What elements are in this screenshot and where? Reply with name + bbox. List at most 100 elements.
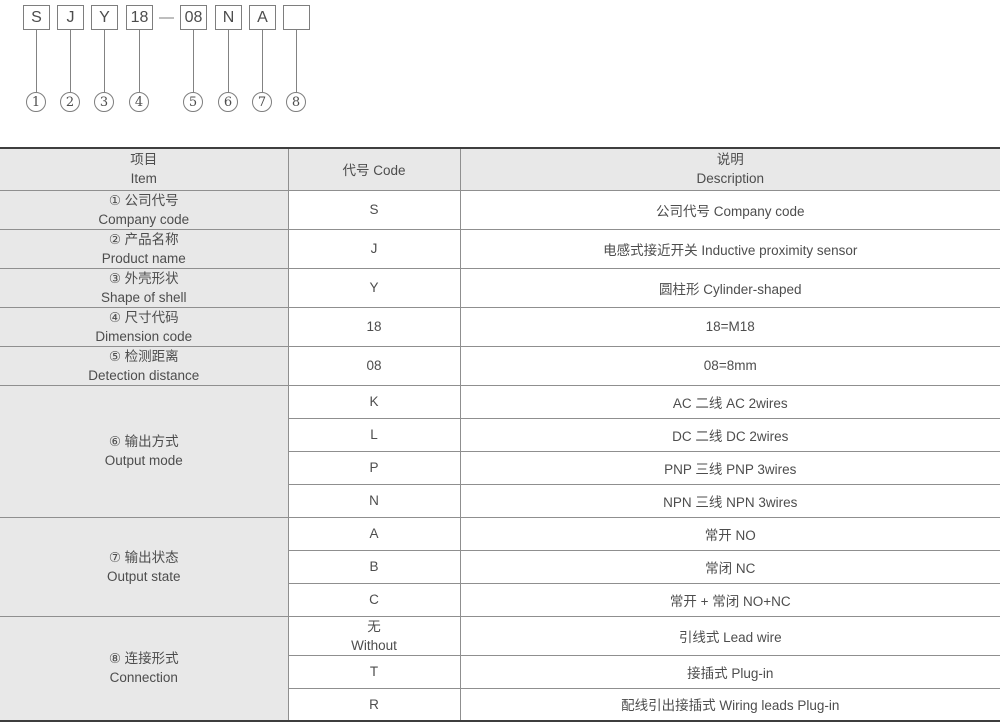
col-header-desc-en: Description: [696, 171, 765, 187]
item-cell-detection-distance: ⑤ 检测距离 Detection distance: [0, 345, 289, 386]
item-cell-company-code: ① 公司代号 Company code: [0, 189, 289, 230]
code-box-dimension: 18: [126, 5, 153, 30]
desc-cell: 常闭 NC: [459, 549, 1000, 584]
desc-cell: 接插式 Plug-in: [459, 654, 1000, 689]
code-box-output-mode: N: [215, 5, 242, 30]
table-row: ② 产品名称 Product name J 电感式接近开关 Inductive …: [0, 228, 1000, 269]
code-cell: R: [287, 687, 461, 722]
code-cell: J: [287, 228, 461, 269]
item-zh: ② 产品名称: [108, 231, 179, 247]
item-zh: ⑧ 连接形式: [108, 651, 179, 667]
code-cell: T: [287, 654, 461, 689]
item-cell-output-state: ⑦ 输出状态 Output state: [0, 516, 289, 617]
code-cell: 18: [287, 306, 461, 347]
desc-cell: 08=8mm: [459, 345, 1000, 386]
table-row: B 常闭 NC: [0, 549, 1000, 584]
code-cell: Y: [287, 267, 461, 308]
ref-line-5: [193, 30, 194, 92]
code-box-shape: Y: [91, 5, 118, 30]
desc-cell: 公司代号 Company code: [459, 189, 1000, 230]
code-cell: 08: [287, 345, 461, 386]
table-row: ⑤ 检测距离 Detection distance 08 08=8mm: [0, 345, 1000, 386]
ref-marker-3: 3: [94, 92, 114, 112]
item-en: Connection: [109, 670, 178, 686]
col-header-item-en: Item: [130, 171, 157, 187]
item-cell-shape-of-shell: ③ 外壳形状 Shape of shell: [0, 267, 289, 308]
item-en: Detection distance: [88, 367, 200, 383]
ref-line-8: [296, 30, 297, 92]
desc-cell: 常开 NO: [459, 516, 1000, 551]
item-zh: ① 公司代号: [108, 192, 179, 208]
table-row: N NPN 三线 NPN 3wires: [0, 483, 1000, 518]
item-en: Output mode: [104, 453, 183, 468]
code-cell: L: [287, 417, 461, 452]
ordering-code-table: 项目 Item 代号 Code 说明 Description ① 公司代号 Co…: [0, 147, 1000, 722]
table-row: ⑥ 输出方式 Output mode K AC 二线 AC 2wires: [0, 384, 1000, 518]
code-cell: P: [287, 450, 461, 485]
item-zh: ⑥ 输出方式: [108, 434, 179, 449]
item-en: Output state: [106, 568, 181, 584]
col-header-item-zh: 项目: [130, 152, 158, 168]
table-row: C 常开 + 常闭 NO+NC: [0, 582, 1000, 617]
desc-cell: 18=M18: [459, 306, 1000, 347]
ref-line-1: [36, 30, 37, 92]
code-cell: S: [287, 189, 461, 230]
code-cell: C: [287, 582, 461, 617]
table-row: R 配线引出接插式 Wiring leads Plug-in: [0, 687, 1000, 722]
model-code-diagram: S J Y 18 — 08 N A 1 2 3 4 5 6 7 8: [0, 0, 1000, 147]
desc-cell: 引线式 Lead wire: [459, 615, 1000, 656]
item-cell-product-name: ② 产品名称 Product name: [0, 228, 289, 269]
item-zh: ③ 外壳形状: [108, 270, 179, 286]
ref-marker-8: 8: [286, 92, 306, 112]
code-cell: N: [287, 483, 461, 518]
col-header-item: 项目 Item: [0, 147, 289, 191]
code-cell-without: 无 Without: [287, 615, 461, 656]
code-cell: K: [287, 384, 461, 419]
desc-cell: 配线引出接插式 Wiring leads Plug-in: [459, 687, 1000, 722]
item-en: Product name: [101, 250, 186, 266]
code-en: Without: [351, 637, 397, 653]
ref-line-4: [139, 30, 140, 92]
ref-marker-5: 5: [183, 92, 203, 112]
ref-marker-1: 1: [26, 92, 46, 112]
ref-line-2: [70, 30, 71, 92]
code-box-product: J: [57, 5, 84, 30]
desc-cell: NPN 三线 NPN 3wires: [459, 483, 1000, 518]
desc-cell: DC 二线 DC 2wires: [459, 417, 1000, 452]
item-zh: ⑤ 检测距离: [108, 348, 179, 364]
item-zh: ⑦ 输出状态: [108, 549, 179, 565]
code-cell: B: [287, 549, 461, 584]
desc-cell: 电感式接近开关 Inductive proximity sensor: [459, 228, 1000, 269]
ref-line-7: [262, 30, 263, 92]
table-row: ③ 外壳形状 Shape of shell Y 圆柱形 Cylinder-sha…: [0, 267, 1000, 308]
code-box-output-state: A: [249, 5, 276, 30]
col-header-desc-zh: 说明: [716, 152, 744, 168]
desc-cell: PNP 三线 PNP 3wires: [459, 450, 1000, 485]
dash-separator: —: [159, 9, 174, 26]
item-cell-output-mode: ⑥ 输出方式 Output mode: [0, 384, 289, 518]
ref-marker-7: 7: [252, 92, 272, 112]
code-zh: 无: [367, 618, 381, 634]
table-row: ④ 尺寸代码 Dimension code 18 18=M18: [0, 306, 1000, 347]
desc-cell: 圆柱形 Cylinder-shaped: [459, 267, 1000, 308]
ref-marker-6: 6: [218, 92, 238, 112]
table-row: T 接插式 Plug-in: [0, 654, 1000, 689]
table-row: ⑧ 连接形式 Connection 无 Without 引线式 Lead wir…: [0, 615, 1000, 722]
table-header-row: 项目 Item 代号 Code 说明 Description: [0, 147, 1000, 191]
desc-cell: AC 二线 AC 2wires: [459, 384, 1000, 419]
item-en: Dimension code: [95, 328, 193, 344]
item-en: Company code: [98, 211, 190, 227]
ref-marker-4: 4: [129, 92, 149, 112]
item-cell-dimension-code: ④ 尺寸代码 Dimension code: [0, 306, 289, 347]
code-box-company: S: [23, 5, 50, 30]
ref-line-3: [104, 30, 105, 92]
ref-marker-2: 2: [60, 92, 80, 112]
item-zh: ④ 尺寸代码: [108, 309, 179, 325]
col-header-description: 说明 Description: [459, 147, 1000, 191]
code-box-blank: [283, 5, 310, 30]
ref-line-6: [228, 30, 229, 92]
table-row: ⑦ 输出状态 Output state A 常开 NO: [0, 516, 1000, 617]
table-row: ① 公司代号 Company code S 公司代号 Company code: [0, 189, 1000, 230]
item-en: Shape of shell: [100, 289, 187, 305]
